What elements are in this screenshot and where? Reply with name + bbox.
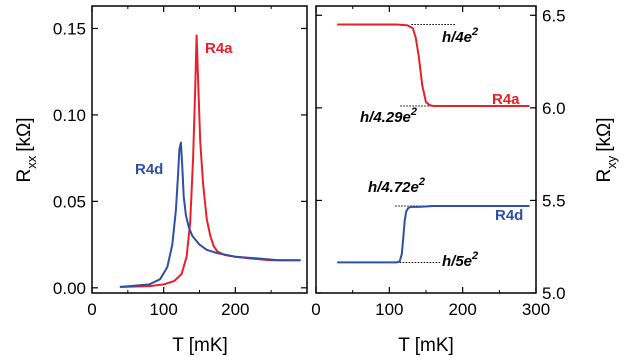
quantization-annotation-base: h/4.29e (360, 109, 411, 126)
rxy-series-label-r4d: R4d (495, 207, 523, 224)
rxy-y-axis-label-unit: [kΩ] (594, 118, 615, 152)
rxy-y-tick-label: 6.0 (542, 99, 566, 118)
rxy-y-axis-label-sub: xy (604, 155, 619, 169)
quantization-annotation-base: h/4e (442, 29, 472, 46)
rxx-y-tick-label: 0.10 (53, 106, 86, 125)
rxy-y-tick-label: 5.0 (542, 284, 566, 303)
rxy-x-tick-label: 0 (311, 300, 320, 319)
quantization-annotation-exponent: 2 (471, 250, 478, 262)
rxy-series-r4d (337, 205, 530, 264)
rxy-y-axis-label: Rxy [kΩ] (594, 118, 619, 183)
rxx-plot-frame (91, 5, 308, 294)
rxx-series-label-r4d: R4d (135, 161, 163, 178)
rxx-y-tick-label: 0.00 (53, 279, 86, 298)
quantization-annotation-exponent: 2 (471, 26, 478, 38)
quantization-annotation: h/5e2 (442, 250, 478, 270)
quantization-annotation-exponent: 2 (410, 106, 417, 118)
rxy-y-axis-label-main: R (594, 169, 615, 183)
quantization-annotation: h/4.72e2 (368, 176, 425, 196)
rxy-x-tick-label: 100 (375, 300, 403, 319)
quantization-annotation: h/4.29e2 (360, 106, 417, 126)
rxx-y-axis-label-main: R (14, 169, 35, 183)
rxy-x-tick-label: 300 (522, 300, 550, 319)
rxy-y-tick-label: 5.5 (542, 191, 566, 210)
rxy-series-label-r4a: R4a (492, 91, 520, 108)
rxy-y-tick-label: 6.5 (542, 6, 566, 25)
rxx-y-axis-label-unit: [kΩ] (14, 118, 35, 152)
rxx-x-tick-label: 100 (149, 300, 177, 319)
rxx-x-tick-label: 0 (87, 300, 96, 319)
rxx-series-r4d (119, 141, 301, 288)
rxy-x-tick-label: 200 (448, 300, 476, 319)
rxy-plot-frame (315, 5, 537, 294)
rxx-series-label-r4a: R4a (205, 40, 233, 57)
rxx-x-axis-label: T [mK] (172, 335, 228, 356)
rxx-y-tick-label: 0.15 (53, 19, 86, 38)
rxx-y-axis-label: Rxx [kΩ] (14, 118, 39, 183)
rxx-y-tick-label: 0.05 (53, 192, 86, 211)
quantization-annotation: h/4e2 (442, 26, 478, 46)
quantization-annotation-exponent: 2 (418, 176, 425, 188)
rxy-x-axis-label: T [mK] (398, 335, 454, 356)
quantization-annotation-base: h/5e (442, 253, 472, 270)
rxx-y-axis-label-sub: xx (24, 155, 39, 169)
rxy-series-r4a (337, 23, 530, 107)
rxx-x-tick-label: 200 (221, 300, 249, 319)
rxx-panel: R4a R4d 0 100 200 0.00 0.05 0.10 0.15 T [mK] Rx… (14, 5, 308, 356)
quantization-annotation-base: h/4.72e (368, 179, 419, 196)
